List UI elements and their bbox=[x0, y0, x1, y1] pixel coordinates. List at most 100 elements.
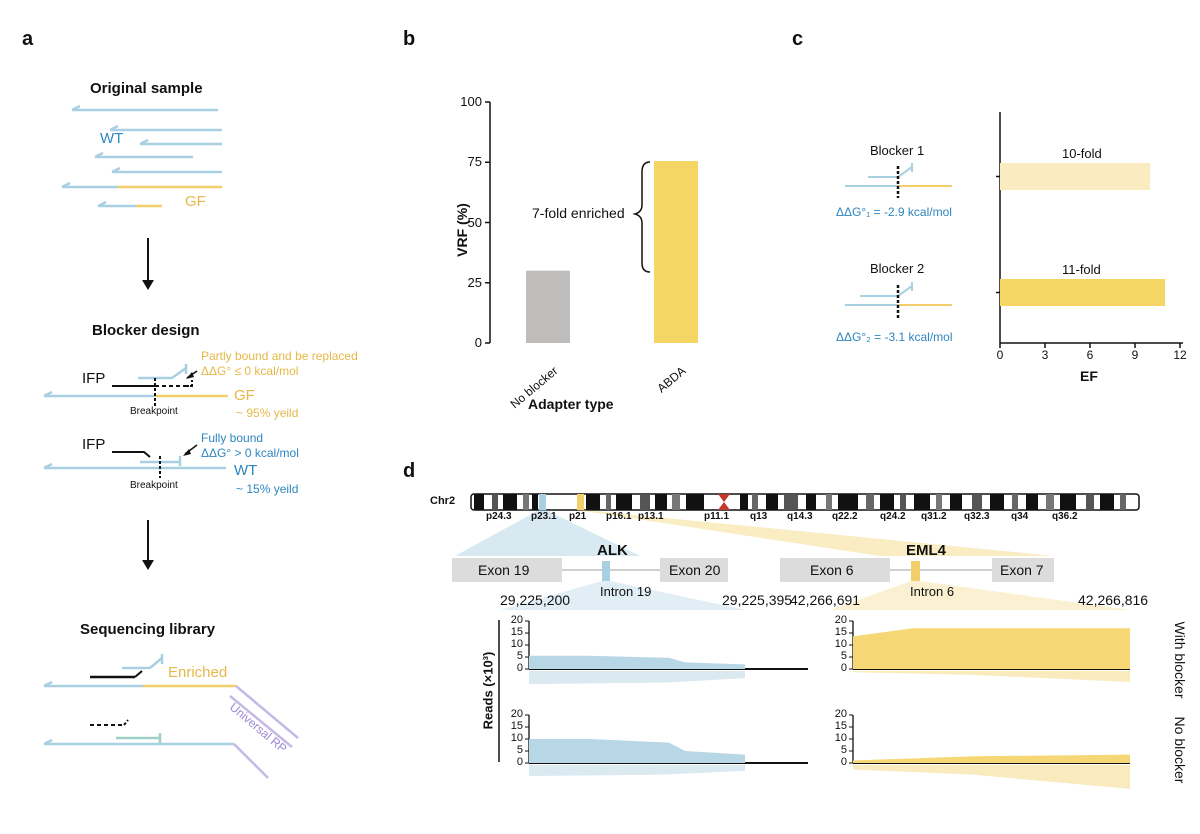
coverage-ytick-label: 10 bbox=[510, 732, 523, 744]
coverage-ytick-label: 15 bbox=[834, 626, 847, 638]
chart-b-ytick-label: 50 bbox=[467, 214, 482, 230]
alk-gene-model bbox=[452, 558, 746, 610]
chromosome-band-label: p13.1 bbox=[638, 511, 664, 522]
chart-b-xlabel: Adapter type bbox=[528, 396, 614, 412]
row-label-no-blocker: No blocker bbox=[1172, 716, 1188, 784]
gf-label-2: GF bbox=[234, 387, 255, 404]
reads-ylabel: Reads (×10³) bbox=[480, 651, 496, 730]
panel-label-d: d bbox=[403, 460, 416, 482]
eml4-exon-left: Exon 6 bbox=[810, 562, 854, 578]
coverage-ytick-label: 15 bbox=[510, 626, 523, 638]
coverage-ytick-label: 5 bbox=[516, 650, 523, 662]
yield-95-text: ~ 95% yeild bbox=[236, 406, 299, 420]
chromosome-label: Chr2 bbox=[430, 495, 456, 507]
chart-c-bar bbox=[1000, 279, 1165, 306]
coverage-ytick-label: 0 bbox=[840, 756, 847, 768]
brace-icon bbox=[632, 161, 651, 273]
chart-b-ytick-label: 0 bbox=[474, 335, 482, 350]
yield-15-text: ~ 15% yeild bbox=[236, 482, 299, 496]
blocker-1-diagram bbox=[845, 163, 952, 198]
coverage-ytick-label: 0 bbox=[516, 662, 523, 674]
eml4-zoom-wedge bbox=[577, 510, 1055, 556]
eml4-end-coord: 42,266,816 bbox=[1078, 592, 1149, 608]
chromosome-band-label: p23.1 bbox=[531, 511, 557, 522]
chromosome-band-label: q13 bbox=[750, 511, 768, 522]
eml4-exon-right: Exon 7 bbox=[1000, 562, 1044, 578]
enriched-label: Enriched bbox=[168, 664, 228, 681]
dg-le-text: ΔΔG° ≤ 0 kcal/mol bbox=[201, 364, 299, 378]
coverage-reverse-area bbox=[853, 671, 1130, 682]
chromosome-band-label: p11.1 bbox=[704, 511, 730, 522]
coverage-ytick-label: 0 bbox=[516, 756, 523, 768]
coverage-ytick-label: 10 bbox=[834, 638, 847, 650]
panel-label-a: a bbox=[22, 28, 34, 50]
ifp-label-1: IFP bbox=[82, 370, 106, 387]
blocker-2-label: Blocker 2 bbox=[870, 261, 925, 276]
eml4-gene-model bbox=[780, 558, 1130, 610]
fully-bound-text: Fully bound bbox=[201, 431, 264, 445]
chromosome-band-label: q31.2 bbox=[921, 511, 947, 522]
row-label-with-blocker: With blocker bbox=[1172, 621, 1188, 699]
coverage-forward-area bbox=[529, 655, 745, 669]
wt-label-2: WT bbox=[234, 462, 258, 479]
chart-c-bar-label: 10-fold bbox=[1062, 146, 1102, 161]
eml4-gene-name: EML4 bbox=[906, 542, 947, 559]
coverage-reverse-area bbox=[853, 765, 1130, 789]
chart-b-bar bbox=[654, 161, 698, 343]
coverage-forward-area bbox=[853, 628, 1130, 669]
coverage-ytick-label: 5 bbox=[516, 744, 523, 756]
panel-label-c: c bbox=[792, 28, 804, 50]
coverage-ytick-label: 20 bbox=[834, 614, 847, 626]
alk-end-coord: 29,225,395 bbox=[722, 592, 793, 608]
ifp-label-2: IFP bbox=[82, 436, 106, 453]
coverage-ytick-label: 20 bbox=[834, 708, 847, 720]
alk-exon-left: Exon 19 bbox=[478, 562, 530, 578]
chromosome-band-label: q32.3 bbox=[964, 511, 990, 522]
coverage-layer bbox=[525, 620, 1130, 789]
panel-a-drawing bbox=[43, 104, 299, 779]
chromosome-band-label: p24.3 bbox=[486, 511, 512, 522]
chart-b-ytick-label: 25 bbox=[467, 274, 482, 290]
chart-c-xlabel: EF bbox=[1080, 368, 1098, 384]
coverage-reverse-area bbox=[529, 671, 745, 685]
blocker-design-title: Blocker design bbox=[92, 322, 200, 339]
alk-exon-right: Exon 20 bbox=[669, 562, 721, 578]
coverage-ytick-label: 5 bbox=[840, 650, 847, 662]
dg-gt-text: ΔΔG° > 0 kcal/mol bbox=[201, 446, 299, 460]
coverage-ytick-label: 15 bbox=[510, 720, 523, 732]
sequencing-library-title: Sequencing library bbox=[80, 621, 216, 638]
partly-bound-text: Partly bound and be replaced bbox=[201, 349, 358, 363]
chart-b-ytick-label: 75 bbox=[467, 154, 482, 170]
alk-zoom-wedge bbox=[455, 510, 640, 556]
coverage-ytick-label: 0 bbox=[840, 662, 847, 674]
blocker-2-energy: ΔΔG°₂ = -3.1 kcal/mol bbox=[836, 330, 953, 344]
chart-c-bar bbox=[1000, 163, 1150, 190]
breakpoint-label-2: Breakpoint bbox=[130, 480, 178, 491]
chromosome-band-label: q14.3 bbox=[787, 511, 813, 522]
panel-label-b: b bbox=[403, 28, 416, 50]
chromosome-band-label: p21 bbox=[569, 511, 587, 522]
chart-b-annotation: 7-fold enriched bbox=[532, 205, 625, 221]
original-sample-title: Original sample bbox=[90, 80, 203, 97]
chart-c-bar-label: 11-fold bbox=[1062, 262, 1101, 277]
chromosome-band-label: q36.2 bbox=[1052, 511, 1078, 522]
alk-start-coord: 29,225,200 bbox=[500, 592, 571, 608]
chromosome-band-label: q22.2 bbox=[832, 511, 858, 522]
chromosome-band-label: p16.1 bbox=[606, 511, 632, 522]
blocker-2-diagram bbox=[845, 282, 952, 320]
chart-c-xtick-label: 9 bbox=[1131, 348, 1139, 362]
chart-c-xtick-label: 0 bbox=[996, 348, 1004, 362]
eml4-intron: Intron 6 bbox=[910, 584, 955, 599]
chart-c-xtick-label: 3 bbox=[1041, 348, 1049, 362]
coverage-ytick-label: 20 bbox=[510, 708, 523, 720]
breakpoint-label-1: Breakpoint bbox=[130, 406, 178, 417]
eml4-start-coord: 42,266,691 bbox=[790, 592, 861, 608]
alk-intron: Intron 19 bbox=[600, 584, 652, 599]
coverage-ytick-label: 5 bbox=[840, 744, 847, 756]
chart-c-xtick-label: 12 bbox=[1173, 348, 1187, 362]
coverage-ytick-label: 10 bbox=[834, 732, 847, 744]
coverage-ytick-label: 15 bbox=[834, 720, 847, 732]
